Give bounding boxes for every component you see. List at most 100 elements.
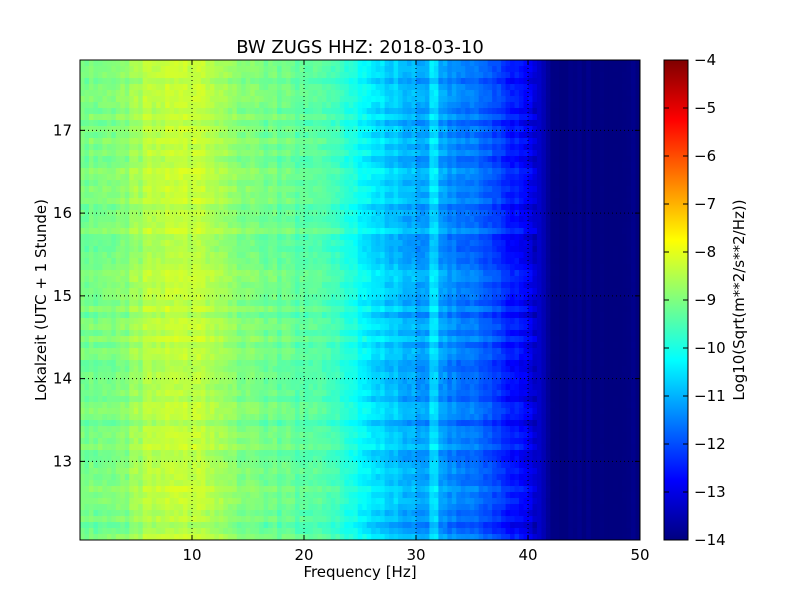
heatmap-cell — [330, 198, 336, 205]
heatmap-cell — [335, 210, 341, 217]
heatmap-cell — [111, 270, 117, 277]
heatmap-cell — [84, 330, 90, 337]
heatmap-cell — [223, 420, 229, 427]
heatmap-cell — [308, 108, 314, 115]
heatmap-cell — [321, 486, 327, 493]
heatmap-cell — [232, 408, 238, 415]
heatmap-cell — [80, 204, 86, 211]
heatmap-cell — [183, 234, 189, 241]
heatmap-cell — [84, 378, 90, 385]
heatmap-cell — [299, 192, 305, 199]
heatmap-cell — [214, 168, 220, 175]
heatmap-cell — [160, 210, 166, 217]
heatmap-cell — [205, 252, 211, 259]
heatmap-cell — [142, 288, 148, 295]
heatmap-cell — [200, 186, 207, 193]
heatmap-cell — [321, 426, 327, 433]
heatmap-cell — [277, 240, 283, 247]
heatmap-cell — [106, 174, 112, 181]
heatmap-cell — [129, 414, 135, 421]
heatmap-cell — [236, 288, 242, 295]
heatmap-cell — [348, 402, 354, 409]
heatmap-cell — [326, 132, 332, 139]
heatmap-cell — [344, 384, 350, 391]
heatmap-cell — [308, 336, 314, 343]
heatmap-cell — [290, 288, 296, 295]
heatmap-cell — [218, 528, 224, 535]
heatmap-cell — [102, 318, 108, 325]
heatmap-cell — [115, 486, 121, 493]
heatmap-cell — [232, 282, 238, 289]
heatmap-cell — [295, 306, 301, 313]
heatmap-cell — [88, 432, 95, 439]
heatmap-cell — [250, 378, 256, 385]
heatmap-cell — [97, 174, 103, 181]
heatmap-cell — [308, 516, 314, 523]
heatmap-cell — [138, 186, 144, 193]
heatmap-cell — [169, 216, 175, 223]
heatmap-cell — [290, 360, 296, 367]
heatmap-cell — [196, 66, 202, 73]
heatmap-cell — [272, 498, 278, 505]
heatmap-cell — [335, 198, 341, 205]
heatmap-cell — [178, 516, 184, 523]
heatmap-cell — [84, 198, 90, 205]
heatmap-cell — [241, 102, 247, 109]
heatmap-cell — [268, 462, 274, 469]
heatmap-cell — [165, 420, 171, 427]
heatmap-cell — [111, 354, 117, 361]
heatmap-cell — [299, 186, 305, 193]
heatmap-cell — [353, 60, 359, 67]
heatmap-cell — [120, 240, 126, 247]
heatmap-cell — [241, 486, 247, 493]
heatmap-cell — [174, 408, 180, 415]
heatmap-cell — [84, 348, 90, 355]
heatmap-cell — [353, 114, 359, 121]
heatmap-cell — [174, 330, 180, 337]
heatmap-cell — [268, 378, 274, 385]
heatmap-cell — [227, 192, 233, 199]
heatmap-cell — [326, 186, 332, 193]
heatmap-cell — [129, 90, 135, 97]
heatmap-cell — [174, 198, 180, 205]
heatmap-cell — [106, 414, 112, 421]
heatmap-cell — [304, 156, 310, 163]
heatmap-cell — [272, 264, 278, 271]
heatmap-cell — [312, 66, 319, 73]
heatmap-cell — [272, 336, 278, 343]
heatmap-cell — [286, 342, 292, 349]
heatmap-cell — [124, 78, 130, 85]
heatmap-cell — [187, 198, 193, 205]
heatmap-cell — [259, 78, 265, 85]
heatmap-cell — [268, 144, 274, 151]
heatmap-cell — [218, 168, 224, 175]
heatmap-cell — [241, 336, 247, 343]
heatmap-cell — [205, 432, 211, 439]
heatmap-cell — [339, 78, 345, 85]
heatmap-cell — [312, 414, 319, 421]
heatmap-cell — [178, 504, 184, 511]
heatmap-cell — [111, 288, 117, 295]
heatmap-cell — [205, 366, 211, 373]
heatmap-cell — [120, 414, 126, 421]
heatmap-cell — [196, 336, 202, 343]
heatmap-cell — [209, 132, 215, 139]
heatmap-cell — [254, 414, 260, 421]
heatmap-cell — [196, 468, 202, 475]
heatmap-cell — [304, 204, 310, 211]
heatmap-cell — [160, 486, 166, 493]
heatmap-cell — [353, 510, 359, 517]
heatmap-cell — [344, 432, 350, 439]
heatmap-cell — [259, 306, 265, 313]
heatmap-cell — [192, 402, 198, 409]
heatmap-cell — [254, 246, 260, 253]
heatmap-cell — [196, 60, 202, 67]
heatmap-cell — [205, 456, 211, 463]
heatmap-cell — [348, 234, 354, 241]
heatmap-cell — [196, 432, 202, 439]
heatmap-cell — [250, 342, 256, 349]
heatmap-cell — [348, 426, 354, 433]
heatmap-cell — [160, 528, 166, 535]
heatmap-cell — [304, 528, 310, 535]
heatmap-cell — [88, 408, 95, 415]
